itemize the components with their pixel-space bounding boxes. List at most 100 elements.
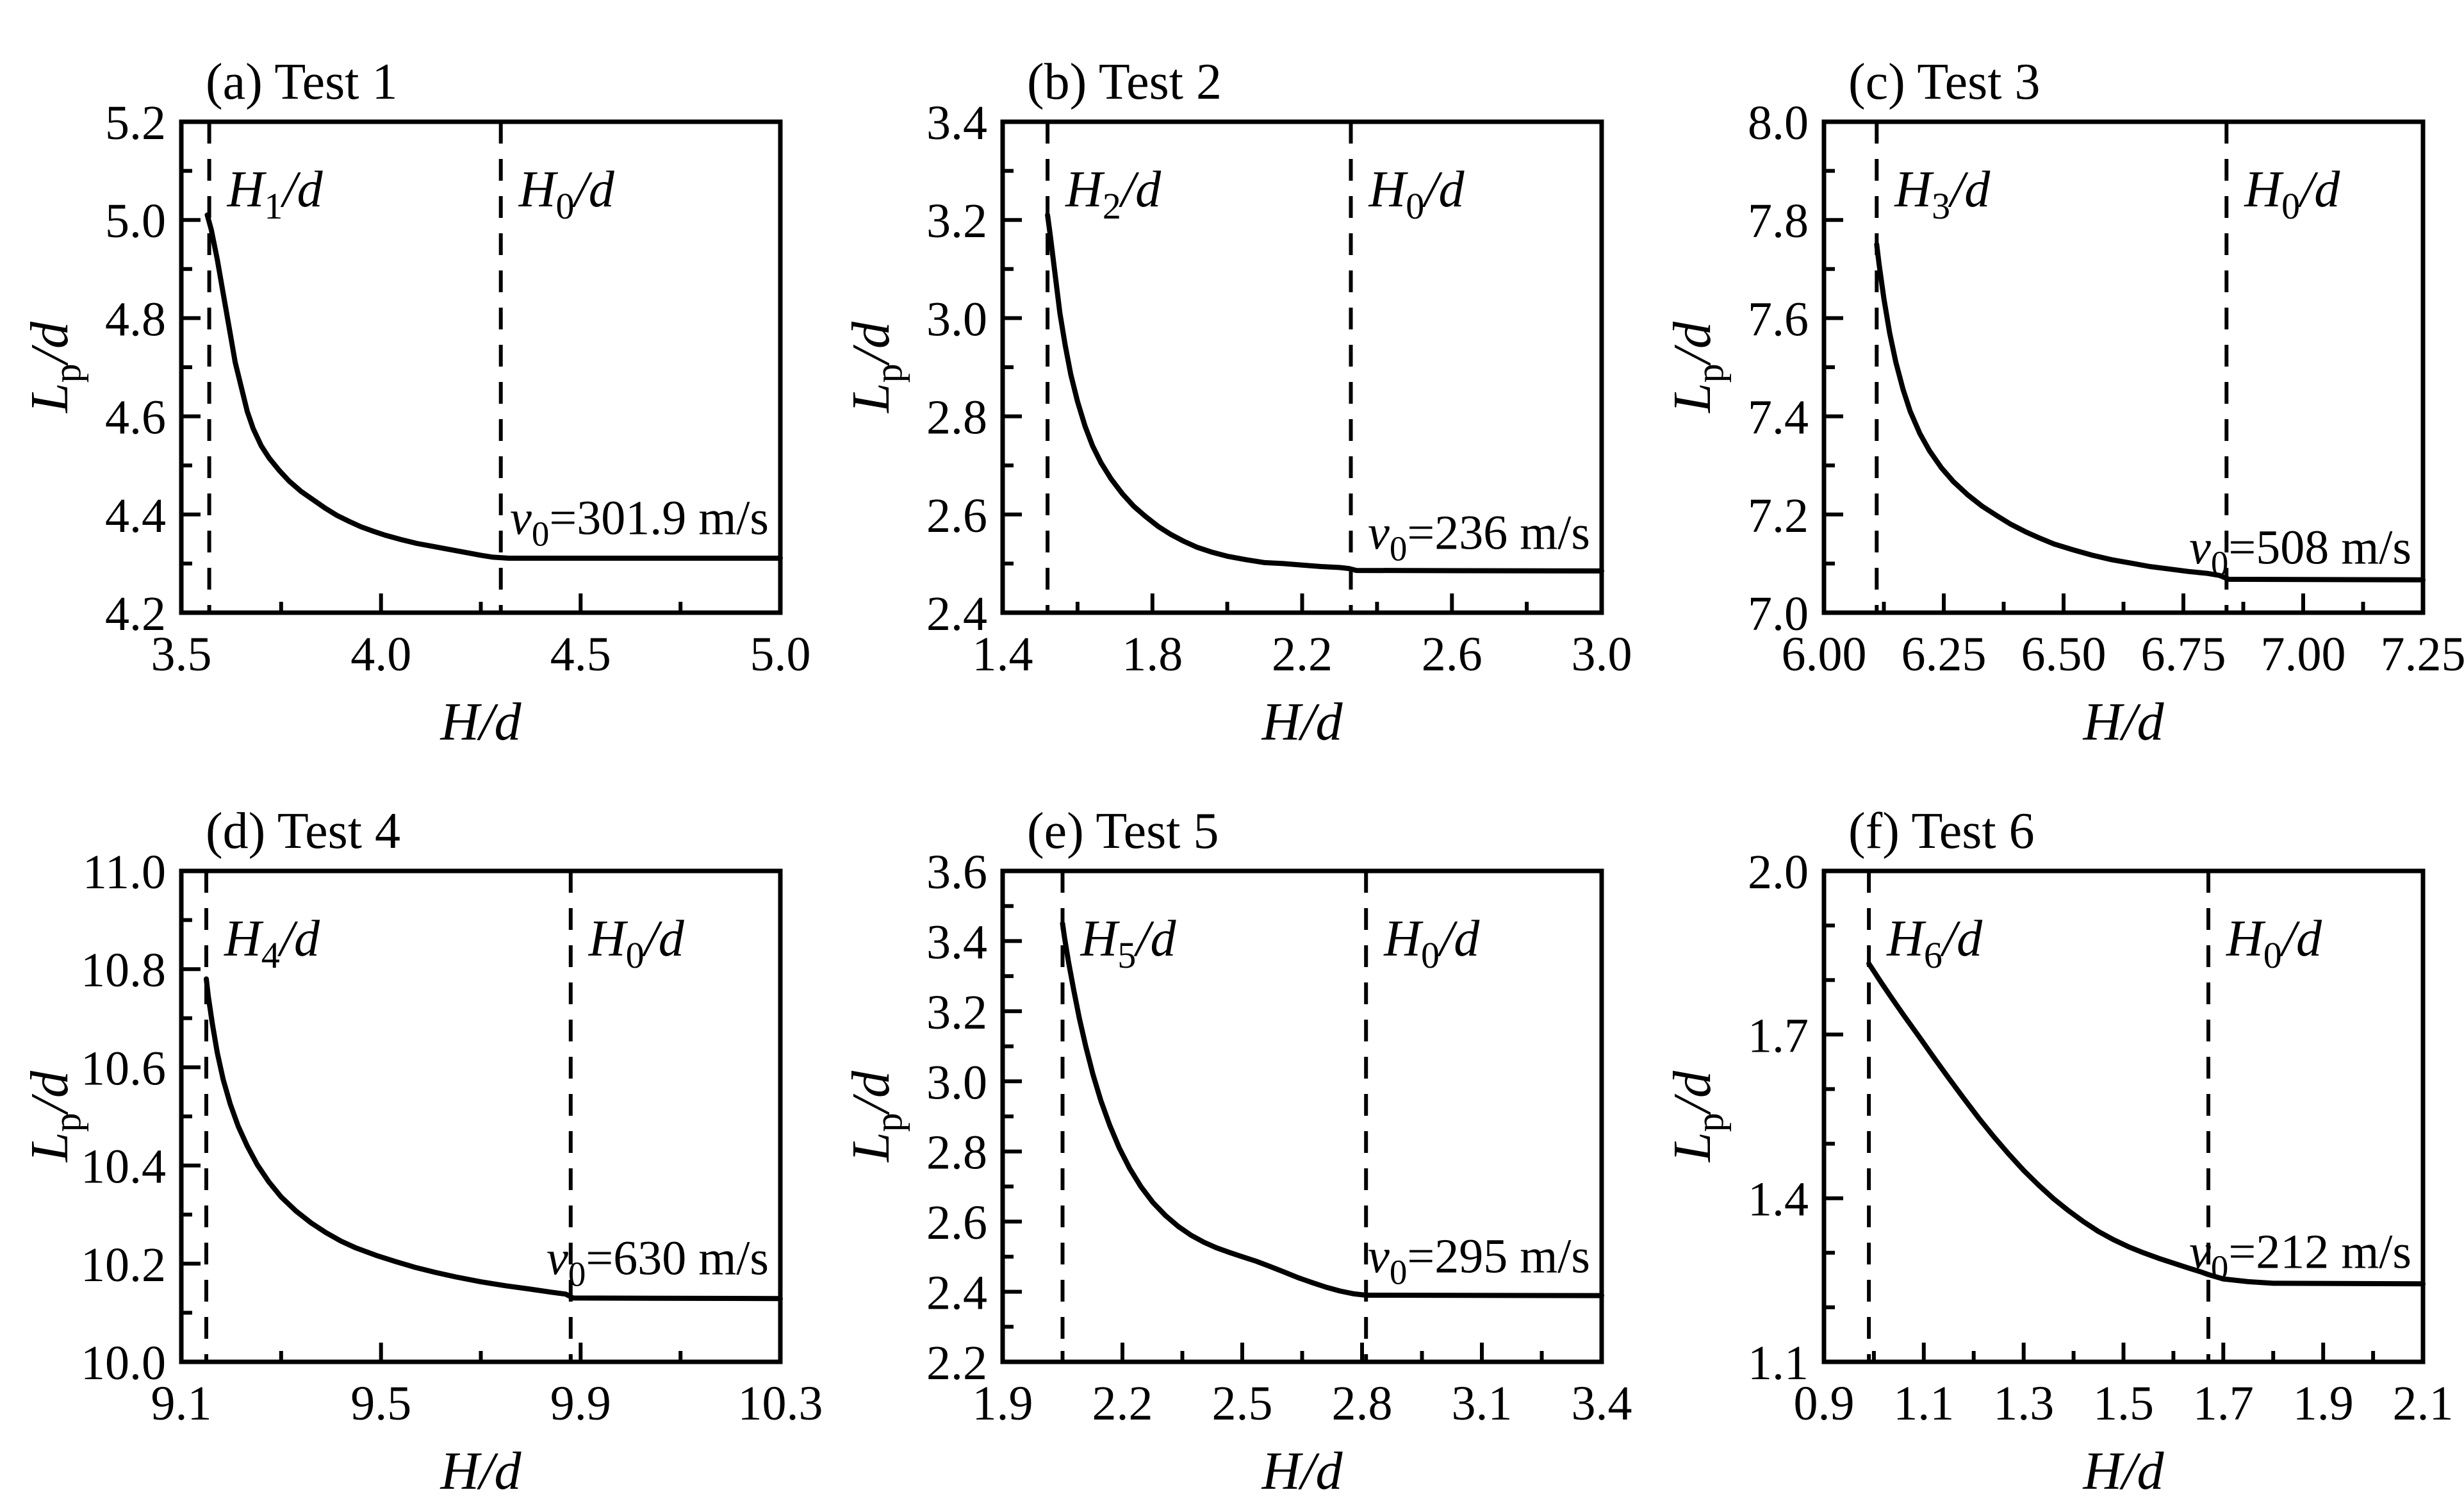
subplot-a: 3.5 4.0 4.5 5.0 4.2 4.4 4.6 4.8 5.0 5.2 (a) Test 1… xyxy=(0,0,821,749)
subplot-d: 9.1 9.5 9.9 10.3 10.0 10.2 10.4 10.6 10.8 11.0 (d)… xyxy=(0,749,821,1498)
x-tick-label: 6.75 xyxy=(2141,627,2226,681)
velocity-annotation: v0=301.9 m/s xyxy=(510,491,769,553)
data-curve xyxy=(1045,212,1604,574)
x-tick-label: 2.2 xyxy=(1092,1377,1153,1430)
y-tick-label: 5.2 xyxy=(105,96,166,150)
subplot-e: 1.9 2.2 2.5 2.8 3.1 3.4 2.2 2.4 2.6 2.8 3.0 3.2 3.4 3… xyxy=(821,749,1643,1498)
y-tick-label: 3.4 xyxy=(926,915,987,969)
y-tick-label: 2.2 xyxy=(926,1336,987,1390)
vline-label: H0/d xyxy=(2226,911,2322,976)
x-tick-label: 1.3 xyxy=(1993,1377,2054,1430)
y-tick-label: 3.4 xyxy=(926,96,987,150)
x-tick-label: 7.00 xyxy=(2261,627,2346,681)
x-tick-label: 2.6 xyxy=(1422,627,1483,681)
data-curve xyxy=(204,976,783,1302)
subplot-title: (b) Test 2 xyxy=(1027,54,1222,110)
y-tick-label: 8.0 xyxy=(1748,96,1809,150)
vline-label: H0/d xyxy=(1368,161,1465,227)
plot-a: 3.5 4.0 4.5 5.0 4.2 4.4 4.6 4.8 5.0 5.2 (a) Test 1… xyxy=(20,54,811,749)
x-tick-label: 3.0 xyxy=(1572,627,1632,681)
subplot-title: (d) Test 4 xyxy=(206,803,400,859)
velocity-annotation: v0=508 m/s xyxy=(2189,520,2411,583)
y-tick-label: 7.6 xyxy=(1748,292,1809,346)
y-tick-label: 10.6 xyxy=(81,1041,166,1095)
x-axis-title: H/d xyxy=(1261,692,1343,749)
x-axis-title: H/d xyxy=(1261,1441,1343,1498)
y-tick-label: 1.4 xyxy=(1748,1173,1809,1227)
y-tick-label: 5.0 xyxy=(105,194,166,248)
velocity-annotation: v0=212 m/s xyxy=(2189,1225,2411,1288)
vline-label: H0/d xyxy=(588,911,685,976)
x-tick-label: 2.1 xyxy=(2393,1377,2454,1430)
plot-c: 6.00 6.25 6.50 6.75 7.00 7.25 7.0 7.2 7.4 7.6 7.8 8… xyxy=(1663,54,2464,749)
x-tick-label: 1.8 xyxy=(1122,627,1183,681)
x-tick-label: 9.1 xyxy=(151,1377,212,1430)
x-tick-label: 1.7 xyxy=(2193,1377,2254,1430)
y-tick-label: 2.6 xyxy=(926,489,987,543)
vline-label: H0/d xyxy=(518,161,615,227)
x-tick-label: 10.3 xyxy=(738,1377,822,1430)
x-tick-label: 7.25 xyxy=(2381,627,2464,681)
vline-label: H1/d xyxy=(227,161,324,227)
x-tick-label: 1.5 xyxy=(2093,1377,2154,1430)
y-tick-label: 7.4 xyxy=(1748,391,1809,445)
x-axis-title: H/d xyxy=(440,692,522,749)
x-tick-label: 1.9 xyxy=(2293,1377,2354,1430)
y-axis-title: Lp/d xyxy=(20,321,88,413)
x-axis-title: H/d xyxy=(440,1441,522,1498)
x-tick-label: 1.9 xyxy=(973,1377,1033,1430)
x-tick-label: 3.4 xyxy=(1572,1377,1632,1430)
velocity-annotation: v0=236 m/s xyxy=(1368,506,1590,568)
y-tick-label: 2.8 xyxy=(926,1126,987,1180)
x-tick-label: 5.0 xyxy=(750,627,811,681)
y-tick-label: 4.6 xyxy=(105,391,166,445)
data-curve xyxy=(1874,242,2426,583)
y-tick-label: 3.0 xyxy=(926,1056,987,1109)
vline-label: H3/d xyxy=(1894,161,1991,227)
vline-label: H2/d xyxy=(1065,161,1162,227)
x-tick-label: 0.9 xyxy=(1794,1377,1855,1430)
subplot-title: (e) Test 5 xyxy=(1027,803,1219,859)
y-tick-label: 2.0 xyxy=(1748,845,1809,899)
y-tick-label: 3.2 xyxy=(926,986,987,1039)
vline-label: H5/d xyxy=(1080,911,1177,976)
data-curve xyxy=(1060,921,1604,1298)
y-axis-title: Lp/d xyxy=(1663,321,1731,413)
y-axis-title: Lp/d xyxy=(841,1070,910,1163)
x-tick-label: 6.25 xyxy=(1901,627,1987,681)
y-tick-label: 7.0 xyxy=(1748,587,1809,641)
vline-label: H4/d xyxy=(224,911,320,976)
x-axis-title: H/d xyxy=(2083,1441,2165,1498)
y-tick-label: 4.2 xyxy=(105,587,166,641)
y-tick-label: 10.0 xyxy=(81,1336,166,1390)
vline-label: H6/d xyxy=(1886,911,1983,976)
x-tick-label: 2.8 xyxy=(1332,1377,1393,1430)
x-tick-label: 9.5 xyxy=(350,1377,411,1430)
y-tick-label: 2.4 xyxy=(926,1266,987,1320)
x-tick-label: 3.1 xyxy=(1452,1377,1513,1430)
x-tick-label: 6.00 xyxy=(1782,627,1867,681)
subplot-title: (f) Test 6 xyxy=(1848,803,2035,859)
y-tick-label: 7.2 xyxy=(1748,489,1809,543)
subplot-c: 6.00 6.25 6.50 6.75 7.00 7.25 7.0 7.2 7.4 7.6 7.8 8… xyxy=(1643,0,2464,749)
y-tick-label: 3.6 xyxy=(926,845,987,899)
x-tick-label: 2.5 xyxy=(1212,1377,1273,1430)
x-axis-title: H/d xyxy=(2083,692,2165,749)
y-axis-title: Lp/d xyxy=(841,321,910,413)
velocity-annotation: v0=630 m/s xyxy=(546,1232,769,1294)
y-tick-label: 10.4 xyxy=(81,1140,166,1194)
vline-label: H0/d xyxy=(1383,911,1480,976)
y-tick-label: 7.8 xyxy=(1748,194,1809,248)
plot-e: 1.9 2.2 2.5 2.8 3.1 3.42.22.42.62.83.03.23.43… xyxy=(841,803,1632,1498)
x-tick-label: 4.5 xyxy=(550,627,611,681)
y-tick-label: 10.2 xyxy=(81,1238,166,1292)
y-tick-label: 1.1 xyxy=(1748,1336,1809,1390)
x-tick-label: 4.0 xyxy=(350,627,411,681)
x-tick-label: 1.4 xyxy=(973,627,1033,681)
subplot-title: (a) Test 1 xyxy=(206,54,398,110)
y-tick-label: 2.6 xyxy=(926,1196,987,1250)
subplot-f: 0.9 1.1 1.3 1.5 1.7 1.9 2.1 1.1 1.4 1.7 2.0 (f) Tes… xyxy=(1643,749,2464,1498)
y-tick-label: 1.7 xyxy=(1748,1009,1809,1063)
x-tick-label: 6.50 xyxy=(2021,627,2107,681)
